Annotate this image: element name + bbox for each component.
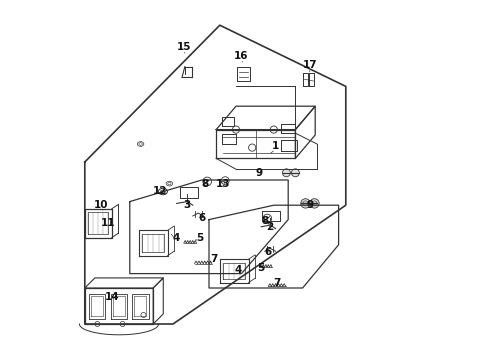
Text: 3: 3 — [184, 200, 191, 210]
Text: 16: 16 — [234, 51, 248, 61]
Text: 6: 6 — [198, 213, 205, 223]
Text: 13: 13 — [216, 179, 231, 189]
Text: 9: 9 — [306, 200, 314, 210]
Circle shape — [310, 199, 319, 208]
Circle shape — [292, 169, 299, 177]
Text: 5: 5 — [258, 263, 265, 273]
Text: 17: 17 — [302, 60, 317, 70]
Text: 14: 14 — [104, 292, 119, 302]
Text: 10: 10 — [94, 200, 108, 210]
Text: 4: 4 — [173, 233, 180, 243]
Text: 1: 1 — [272, 141, 279, 151]
Text: 7: 7 — [211, 254, 218, 264]
Text: 5: 5 — [196, 233, 204, 243]
Text: 12: 12 — [153, 186, 168, 196]
Text: 11: 11 — [101, 218, 116, 228]
Text: 2: 2 — [267, 222, 274, 232]
Text: 8: 8 — [202, 179, 209, 189]
Text: 15: 15 — [176, 42, 191, 52]
Circle shape — [301, 199, 310, 208]
Text: 4: 4 — [234, 265, 242, 275]
Text: 8: 8 — [261, 216, 269, 226]
Text: 7: 7 — [274, 278, 281, 288]
Text: 6: 6 — [265, 247, 272, 257]
Circle shape — [282, 169, 291, 177]
Text: 9: 9 — [256, 168, 263, 178]
